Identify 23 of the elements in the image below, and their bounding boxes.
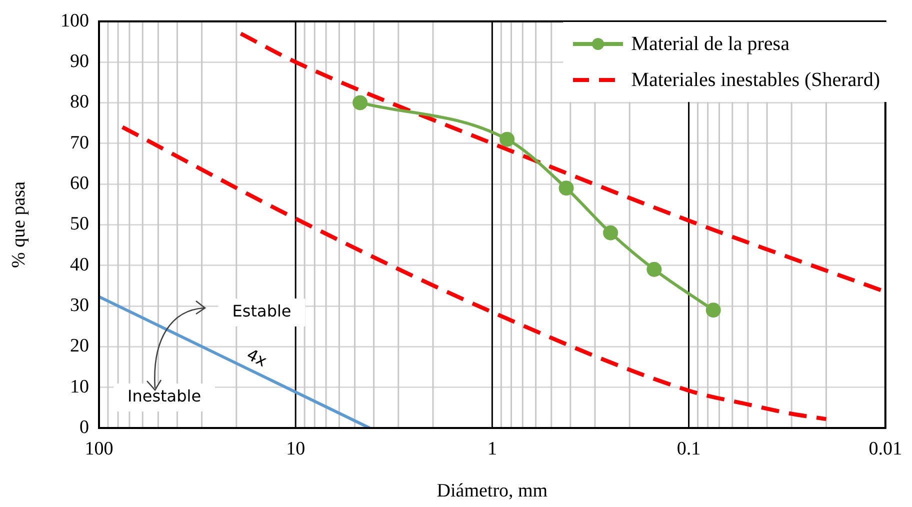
x-tick-label: 100: [84, 438, 114, 460]
y-tick-label: 80: [70, 92, 89, 113]
x-tick-label: 10: [286, 438, 306, 460]
y-tick-label: 50: [70, 214, 89, 235]
x-tick-label: 0.01: [868, 438, 902, 460]
y-tick-label: 60: [70, 173, 89, 194]
legend-label: Material de la presa: [631, 32, 790, 56]
y-tick-label: 40: [70, 254, 89, 276]
x-tick-label: 0.1: [676, 438, 701, 460]
y-tick-label: 70: [70, 132, 89, 154]
y-axis-title: % que pasa: [8, 180, 30, 268]
annotation: Estable: [232, 302, 292, 321]
y-tick-label: 90: [70, 51, 89, 72]
legend-label: Materiales inestables (Sherard): [631, 68, 880, 92]
annotation: Inestable: [127, 386, 202, 406]
y-tick-label: 10: [70, 376, 89, 398]
y-tick-label: 0: [80, 416, 89, 438]
x-tick-label: 1: [487, 438, 497, 460]
y-tick-label: 20: [70, 336, 89, 357]
y-tick-label: 100: [60, 10, 89, 32]
annotation: 4x: [244, 344, 270, 371]
x-axis-title: Diámetro, mm: [436, 480, 548, 502]
y-tick-label: 30: [70, 295, 89, 316]
